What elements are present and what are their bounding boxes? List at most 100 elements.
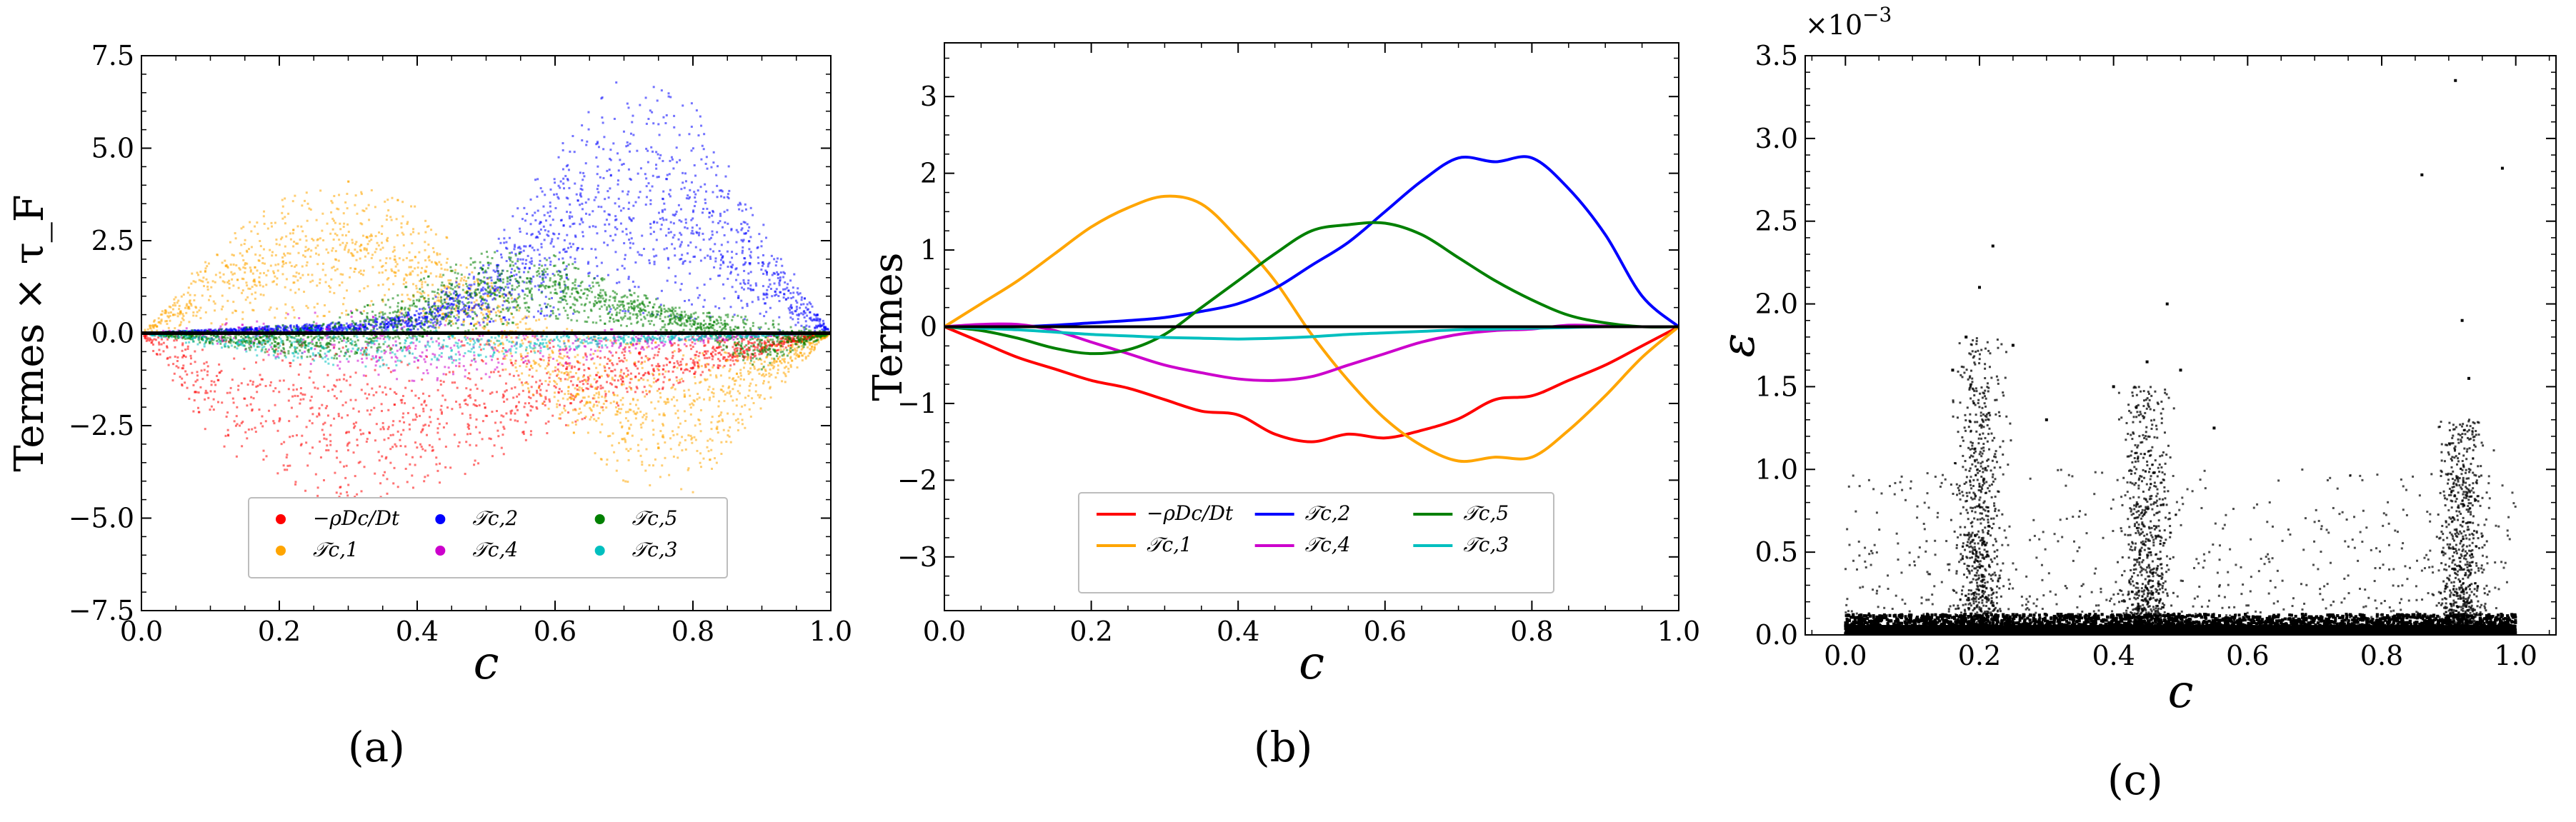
data-point [169, 306, 172, 309]
data-point [672, 370, 674, 373]
data-point [389, 433, 392, 436]
data-point [282, 379, 285, 382]
data-point [690, 149, 693, 152]
data-point [360, 389, 363, 391]
data-point [624, 258, 626, 261]
data-point [174, 346, 176, 349]
data-point [427, 225, 430, 228]
data-point [247, 287, 250, 290]
data-point [620, 378, 623, 381]
data-point [741, 227, 744, 230]
data-point [711, 391, 714, 394]
data-point [309, 452, 311, 455]
data-point [690, 232, 693, 235]
data-point [404, 445, 406, 448]
data-point [703, 398, 706, 401]
data-point [725, 360, 728, 363]
data-point [536, 350, 539, 353]
data-point [556, 237, 559, 240]
data-point [641, 374, 644, 377]
data-point [246, 437, 249, 440]
data-point [258, 259, 261, 262]
data-point [737, 418, 739, 421]
data-point [689, 366, 692, 369]
data-point [732, 264, 734, 266]
data-point [661, 209, 664, 211]
data-point [366, 438, 369, 441]
data-point [516, 326, 519, 329]
data-point [158, 343, 161, 346]
data-point [711, 354, 714, 357]
data-point [664, 402, 667, 405]
data-point [231, 254, 234, 256]
data-point [424, 241, 426, 244]
data-point [775, 345, 778, 348]
data-point [631, 344, 634, 346]
data-point [365, 346, 368, 349]
data-point [794, 299, 797, 302]
data-point [543, 239, 546, 241]
data-point [601, 116, 604, 119]
data-point [644, 469, 647, 472]
data-point [664, 234, 667, 237]
data-point [733, 314, 736, 316]
data-point [706, 356, 709, 359]
data-point [427, 244, 430, 246]
data-point [617, 169, 620, 172]
data-point [655, 365, 658, 368]
data-point [401, 231, 404, 234]
data-point [348, 324, 351, 326]
data-point [301, 344, 304, 347]
data-point [614, 374, 616, 377]
data-point [628, 426, 631, 429]
data-point [281, 205, 284, 208]
data-point [365, 440, 368, 443]
data-point [576, 360, 579, 363]
data-point [463, 276, 466, 279]
data-point [454, 269, 456, 271]
data-point [389, 346, 392, 349]
data-point [769, 368, 772, 371]
data-point [697, 296, 699, 299]
data-point [391, 433, 394, 436]
data-point [761, 374, 764, 377]
data-point [313, 306, 316, 309]
data-point [717, 358, 720, 361]
data-point [444, 286, 446, 289]
data-point [509, 410, 512, 413]
data-point [506, 283, 509, 286]
data-point [601, 409, 604, 411]
data-point [172, 363, 175, 366]
data-point [657, 400, 660, 403]
data-point [654, 354, 657, 356]
data-point [631, 242, 634, 245]
data-point [501, 343, 504, 346]
data-point [473, 301, 476, 304]
data-point [753, 341, 756, 344]
data-point [262, 294, 265, 296]
data-point [196, 271, 199, 274]
data-point [567, 386, 570, 389]
data-point [619, 371, 622, 374]
data-point [710, 421, 713, 423]
data-point [662, 364, 665, 367]
data-point [387, 366, 390, 369]
data-point [558, 313, 561, 316]
data-point [246, 404, 249, 407]
data-point [440, 412, 443, 415]
data-point [757, 346, 759, 349]
data-point [255, 385, 258, 388]
data-point [536, 235, 539, 238]
data-point [625, 387, 628, 390]
data-point [616, 401, 619, 404]
data-point [542, 225, 545, 228]
data-point [741, 306, 744, 309]
data-point [639, 411, 642, 413]
data-point [619, 159, 621, 161]
data-point [588, 214, 591, 216]
data-point [583, 369, 586, 371]
data-point [503, 427, 506, 430]
data-point [637, 449, 640, 452]
data-point [715, 461, 718, 464]
data-point [629, 218, 631, 221]
